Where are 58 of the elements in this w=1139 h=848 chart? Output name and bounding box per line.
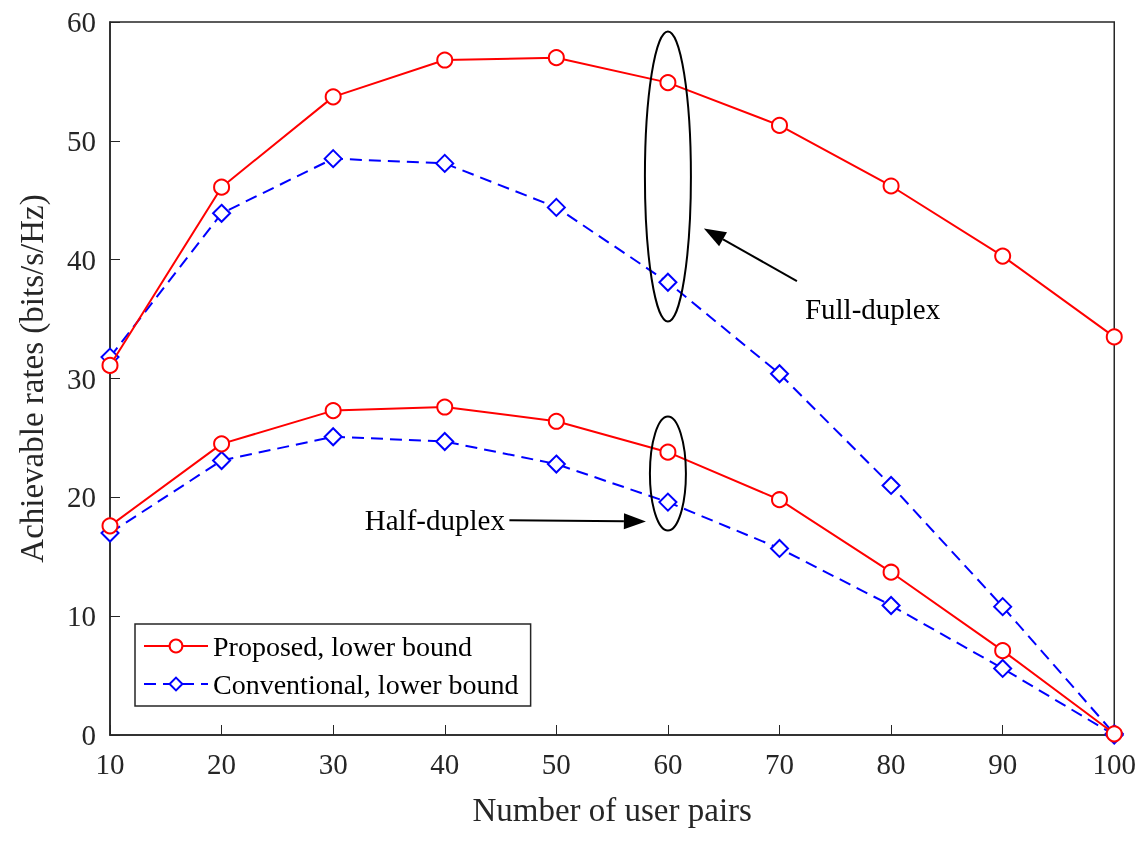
point bbox=[546, 197, 566, 217]
point bbox=[993, 658, 1013, 678]
point bbox=[994, 247, 1012, 265]
x-tick-label: 50 bbox=[541, 747, 571, 780]
point bbox=[658, 492, 678, 512]
y-tick-label: 20 bbox=[67, 481, 96, 514]
point bbox=[323, 149, 343, 169]
point bbox=[435, 153, 455, 173]
point bbox=[101, 517, 119, 535]
x-tick-label: 40 bbox=[430, 747, 460, 780]
x-tick-label: 60 bbox=[653, 747, 683, 780]
point bbox=[994, 642, 1012, 660]
point bbox=[993, 597, 1013, 617]
point bbox=[547, 49, 565, 67]
point bbox=[324, 402, 342, 420]
point bbox=[323, 427, 343, 447]
annotation: Half-duplex bbox=[364, 504, 506, 537]
x-tick-label: 100 bbox=[1092, 747, 1136, 780]
annotation: Full-duplex bbox=[804, 293, 941, 326]
point bbox=[658, 272, 678, 292]
point bbox=[324, 88, 342, 106]
point bbox=[436, 398, 454, 416]
point bbox=[659, 443, 677, 461]
point bbox=[213, 435, 231, 453]
point bbox=[547, 412, 565, 430]
point bbox=[659, 74, 677, 92]
point bbox=[771, 491, 788, 509]
point bbox=[546, 454, 566, 474]
y-tick-label: 50 bbox=[67, 124, 96, 157]
x-tick-label: 70 bbox=[765, 747, 794, 780]
y-axis-title: Achievable rates (bits/s/Hz) bbox=[13, 194, 51, 563]
point bbox=[881, 475, 901, 495]
point bbox=[882, 177, 900, 195]
point bbox=[212, 450, 232, 470]
point bbox=[881, 595, 901, 615]
y-tick-label: 0 bbox=[81, 719, 96, 751]
y-tick-label: 30 bbox=[67, 362, 96, 395]
point bbox=[213, 178, 231, 196]
y-tick-label: 60 bbox=[67, 6, 96, 38]
point bbox=[436, 51, 454, 69]
y-tick-label: 10 bbox=[67, 600, 96, 633]
x-tick-label: 10 bbox=[95, 747, 125, 780]
point bbox=[882, 563, 900, 581]
point bbox=[212, 203, 232, 223]
legend-label: Proposed, lower bound bbox=[213, 630, 472, 662]
x-tick-label: 20 bbox=[207, 747, 237, 780]
x-axis-title: Number of user pairs bbox=[472, 791, 752, 828]
point bbox=[1105, 328, 1123, 346]
point bbox=[770, 538, 789, 558]
legend-label: Conventional, lower bound bbox=[213, 668, 519, 700]
point bbox=[101, 356, 119, 374]
point bbox=[435, 431, 455, 451]
x-tick-label: 90 bbox=[988, 747, 1018, 780]
point bbox=[770, 364, 789, 384]
point bbox=[771, 116, 788, 134]
y-tick-label: 40 bbox=[67, 243, 96, 276]
x-tick-label: 80 bbox=[876, 747, 906, 780]
x-tick-label: 30 bbox=[318, 747, 348, 780]
